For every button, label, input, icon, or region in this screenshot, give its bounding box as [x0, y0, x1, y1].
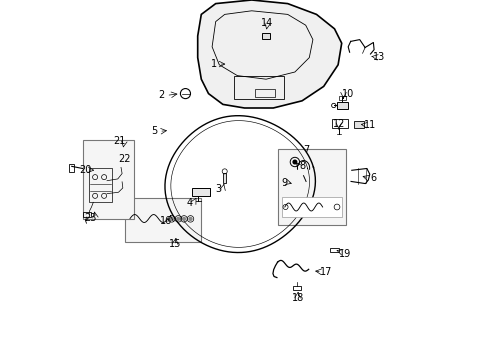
Bar — [336, 102, 347, 109]
Bar — [353, 121, 364, 128]
Text: 6: 6 — [369, 173, 376, 183]
Text: 4: 4 — [186, 198, 192, 208]
Text: 5: 5 — [151, 126, 157, 136]
Text: 8: 8 — [299, 161, 305, 171]
Bar — [261, 33, 270, 39]
Circle shape — [292, 160, 296, 164]
Text: 23: 23 — [84, 213, 97, 223]
Text: 10: 10 — [341, 89, 354, 99]
Text: 18: 18 — [291, 293, 303, 303]
PathPatch shape — [197, 0, 341, 108]
Bar — [292, 286, 301, 290]
Text: 16: 16 — [160, 216, 172, 226]
Bar — [192, 188, 209, 196]
Text: 19: 19 — [339, 249, 351, 259]
Text: 13: 13 — [373, 52, 385, 62]
Text: 3: 3 — [215, 184, 221, 194]
Text: 12: 12 — [332, 119, 345, 129]
Bar — [233, 76, 284, 99]
Text: 7: 7 — [303, 145, 309, 155]
Text: 17: 17 — [320, 267, 332, 277]
Bar — [255, 89, 275, 97]
Circle shape — [170, 217, 173, 220]
Bar — [223, 173, 226, 183]
Bar — [329, 248, 338, 252]
Text: 21: 21 — [113, 136, 125, 147]
Text: 22: 22 — [119, 154, 131, 164]
Bar — [89, 168, 112, 202]
FancyBboxPatch shape — [125, 198, 200, 242]
Text: 11: 11 — [363, 120, 375, 130]
Text: 9: 9 — [281, 178, 287, 188]
Bar — [69, 164, 73, 172]
Text: 2: 2 — [158, 90, 164, 100]
FancyBboxPatch shape — [277, 149, 346, 225]
Bar — [282, 197, 342, 217]
Text: 20: 20 — [79, 165, 91, 175]
Circle shape — [177, 217, 179, 220]
Text: 15: 15 — [169, 239, 181, 249]
FancyBboxPatch shape — [82, 140, 133, 219]
Circle shape — [189, 217, 192, 220]
Bar — [82, 212, 91, 217]
Circle shape — [182, 217, 185, 220]
Text: 1: 1 — [210, 59, 217, 69]
Bar — [331, 119, 347, 128]
Text: 14: 14 — [261, 18, 273, 28]
Bar — [339, 96, 346, 100]
